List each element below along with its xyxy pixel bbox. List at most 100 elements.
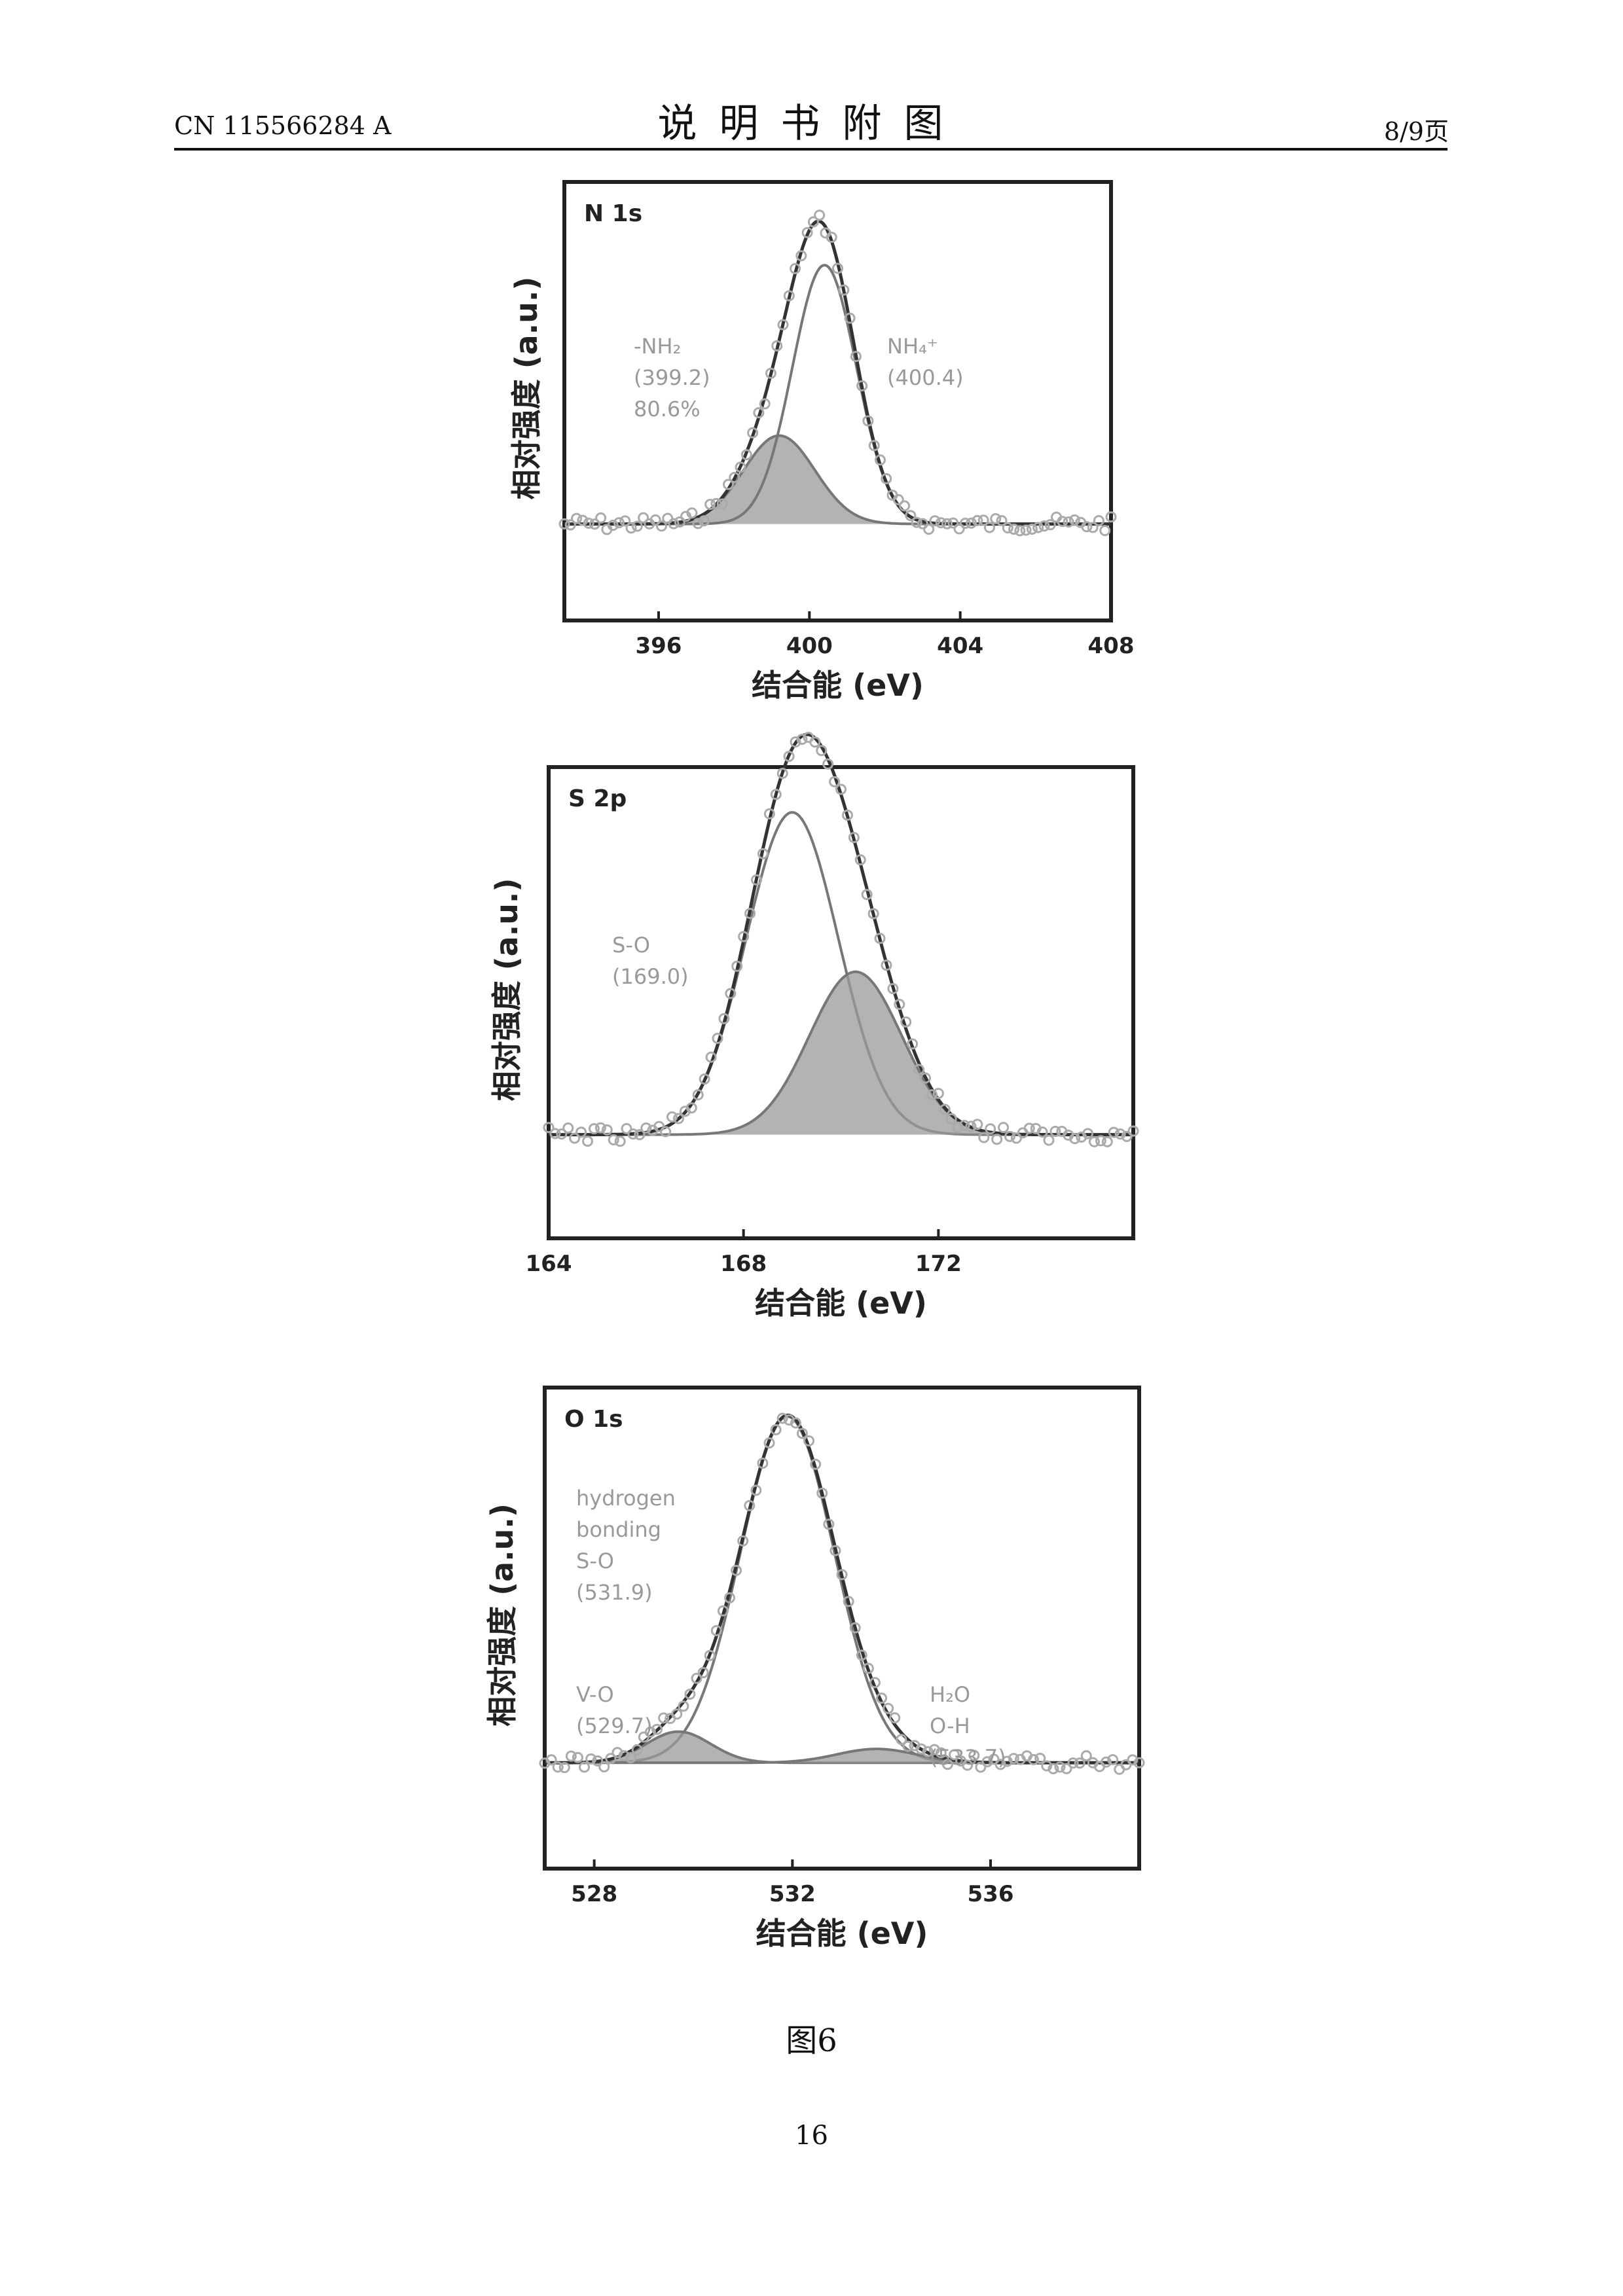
data-point — [776, 768, 788, 780]
data-point — [666, 1111, 678, 1123]
data-point — [627, 1128, 639, 1140]
data-point — [996, 515, 1008, 527]
data-point — [765, 367, 776, 379]
peak-label: (531.9) — [576, 1580, 653, 1605]
data-point — [625, 522, 637, 534]
peak-label: (533.7) — [930, 1745, 1006, 1770]
peak-fill-1 — [545, 1731, 1139, 1763]
data-point — [823, 1518, 835, 1530]
data-point — [887, 983, 899, 995]
data-point — [723, 478, 734, 490]
data-point — [795, 250, 807, 262]
data-point — [770, 1424, 782, 1435]
peak-label: bonding — [576, 1517, 661, 1542]
data-point — [1087, 522, 1099, 533]
data-point — [1020, 524, 1032, 536]
plot-frame — [543, 1386, 1141, 1871]
data-point — [737, 1535, 749, 1547]
data-point — [625, 1751, 636, 1763]
figure-caption: 图6 — [786, 2022, 837, 2059]
data-point — [822, 758, 834, 770]
data-point — [796, 1427, 808, 1439]
data-point — [582, 1136, 594, 1147]
data-point — [915, 1743, 927, 1755]
data-point — [881, 473, 892, 484]
data-point — [710, 1624, 722, 1636]
data-point — [1114, 1128, 1126, 1140]
data-point — [763, 1437, 775, 1449]
data-point — [990, 512, 1002, 524]
data-point — [1002, 522, 1013, 533]
data-point — [832, 262, 843, 274]
data-point — [757, 1458, 769, 1469]
data-point — [552, 1761, 564, 1773]
data-point — [929, 515, 941, 527]
chart-title: O 1s — [564, 1406, 623, 1433]
x-tick-label: 164 — [526, 1251, 572, 1277]
data-point — [1101, 1756, 1112, 1768]
data-point — [605, 1753, 617, 1765]
data-point — [1049, 1126, 1061, 1138]
peak-label: (529.7) — [576, 1713, 653, 1738]
data-point — [883, 1702, 894, 1714]
peak-fill-2 — [545, 1749, 1139, 1763]
data-point — [932, 1088, 944, 1100]
data-point — [1036, 1126, 1048, 1138]
data-point — [692, 1089, 704, 1101]
data-point — [660, 1126, 672, 1138]
x-tick-label: 536 — [968, 1881, 1014, 1907]
data-point — [1074, 1757, 1085, 1769]
data-point — [902, 1740, 914, 1752]
data-point — [655, 520, 667, 532]
data-point — [562, 1122, 574, 1134]
data-point — [674, 516, 685, 528]
data-point — [777, 319, 789, 331]
data-point — [1101, 1136, 1113, 1147]
data-point — [577, 514, 589, 526]
peak-label: O-H — [930, 1713, 970, 1738]
data-point — [959, 517, 971, 529]
x-tick-label: 396 — [635, 633, 682, 659]
data-point — [575, 1126, 587, 1138]
data-point — [565, 1750, 577, 1762]
data-point — [588, 1122, 600, 1134]
data-point — [579, 1761, 591, 1773]
data-point — [978, 1132, 990, 1143]
data-point — [1067, 1757, 1079, 1769]
data-point — [983, 522, 995, 533]
data-point — [619, 515, 631, 527]
data-point — [613, 517, 625, 529]
data-point — [1044, 519, 1056, 531]
data-point — [1093, 514, 1104, 526]
data-point — [816, 1487, 828, 1499]
data-point — [658, 1712, 670, 1724]
data-point — [705, 1051, 717, 1063]
data-point — [1108, 1126, 1120, 1138]
data-point — [556, 1128, 568, 1140]
data-point — [569, 1132, 581, 1144]
data-point — [783, 290, 795, 302]
x-axis-label: 结合能 (eV) — [755, 1285, 927, 1321]
data-point — [826, 232, 837, 243]
data-point — [899, 500, 911, 512]
x-tick-label: 528 — [571, 1881, 617, 1907]
data-point — [1088, 1136, 1100, 1147]
data-point — [881, 960, 892, 971]
data-point — [585, 1753, 597, 1765]
data-point — [1008, 523, 1020, 535]
peak-fill-1 — [549, 971, 1133, 1135]
page-of: 8/9页 — [1383, 117, 1449, 146]
data-point — [744, 908, 756, 920]
data-point — [1127, 1754, 1139, 1766]
data-point — [1048, 1763, 1059, 1774]
data-point — [892, 493, 904, 505]
data-point — [869, 1677, 881, 1689]
data-point — [958, 1120, 970, 1132]
data-point — [849, 1622, 861, 1634]
data-point — [968, 1749, 980, 1761]
data-point — [692, 518, 704, 529]
data-point — [684, 1688, 696, 1700]
data-point — [988, 1753, 1000, 1765]
chart-title: N 1s — [584, 200, 642, 227]
data-point — [790, 736, 801, 748]
